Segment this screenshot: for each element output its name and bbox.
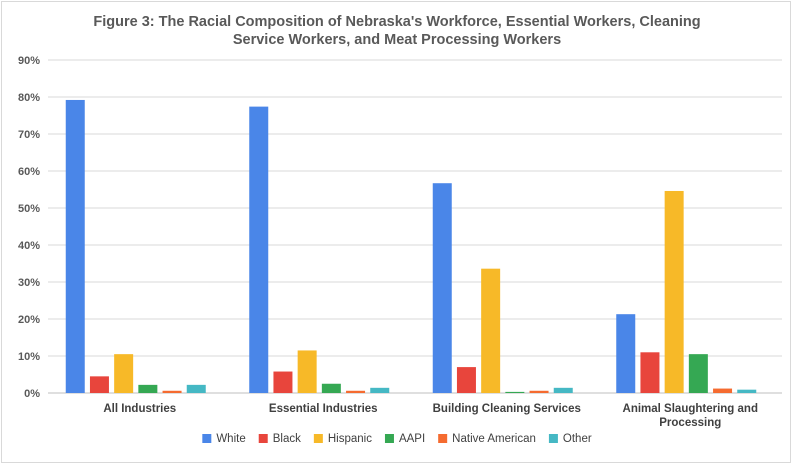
legend-swatch: [438, 434, 448, 443]
bar-hispanic: [114, 354, 134, 393]
bar-native-american: [713, 388, 733, 393]
bar-other: [553, 387, 573, 393]
bar-black: [456, 367, 476, 393]
y-tick-label: 40%: [18, 240, 40, 252]
bar-hispanic: [297, 350, 317, 393]
bar-aapi: [505, 391, 525, 393]
legend-label: Hispanic: [328, 433, 372, 445]
legend-swatch: [313, 434, 323, 443]
bar-aapi: [321, 383, 341, 393]
bar-native-american: [529, 390, 549, 393]
x-category-label: Essential Industries: [269, 403, 378, 415]
x-category-label: All Industries: [103, 403, 176, 415]
legend-swatch: [548, 434, 558, 443]
x-category-label: Processing: [659, 417, 721, 429]
bar-black: [89, 376, 109, 393]
bar-native-american: [346, 390, 366, 393]
legend-label: Other: [563, 433, 592, 445]
y-tick-label: 10%: [18, 351, 40, 363]
chart-title-line-1: Figure 3: The Racial Composition of Nebr…: [93, 14, 701, 30]
y-tick-label: 30%: [18, 277, 40, 289]
legend-label: Native American: [452, 433, 536, 445]
legend-swatch: [384, 434, 394, 443]
chart-title-line-2: Service Workers, and Meat Processing Wor…: [232, 32, 562, 48]
bar-aapi: [688, 354, 708, 393]
bar-other: [186, 384, 206, 393]
y-tick-label: 90%: [18, 55, 40, 67]
bar-white: [432, 183, 452, 393]
legend-label: White: [216, 433, 245, 445]
legend-swatch: [258, 434, 268, 443]
x-category-label: Building Cleaning Services: [433, 403, 581, 415]
bar-hispanic: [664, 190, 684, 393]
bar-other: [370, 387, 390, 393]
y-tick-label: 60%: [18, 166, 40, 178]
bar-other: [737, 389, 757, 393]
legend-label: AAPI: [399, 433, 425, 445]
bar-aapi: [138, 384, 158, 393]
y-tick-label: 50%: [18, 203, 40, 215]
bar-native-american: [162, 390, 182, 393]
y-tick-label: 20%: [18, 314, 40, 326]
bar-black: [273, 371, 293, 393]
bar-hispanic: [481, 268, 501, 393]
bar-white: [616, 314, 636, 393]
legend-swatch: [202, 434, 212, 443]
x-category-label: Animal Slaughtering and: [623, 403, 758, 415]
chart-title: Figure 3: The Racial Composition of Nebr…: [0, 13, 794, 49]
bar-black: [640, 352, 660, 393]
y-tick-label: 80%: [18, 92, 40, 104]
bar-white: [249, 106, 269, 394]
y-tick-label: 70%: [18, 129, 40, 141]
bar-white: [65, 99, 85, 394]
legend-label: Black: [273, 433, 301, 445]
y-tick-label: 0%: [24, 388, 40, 400]
